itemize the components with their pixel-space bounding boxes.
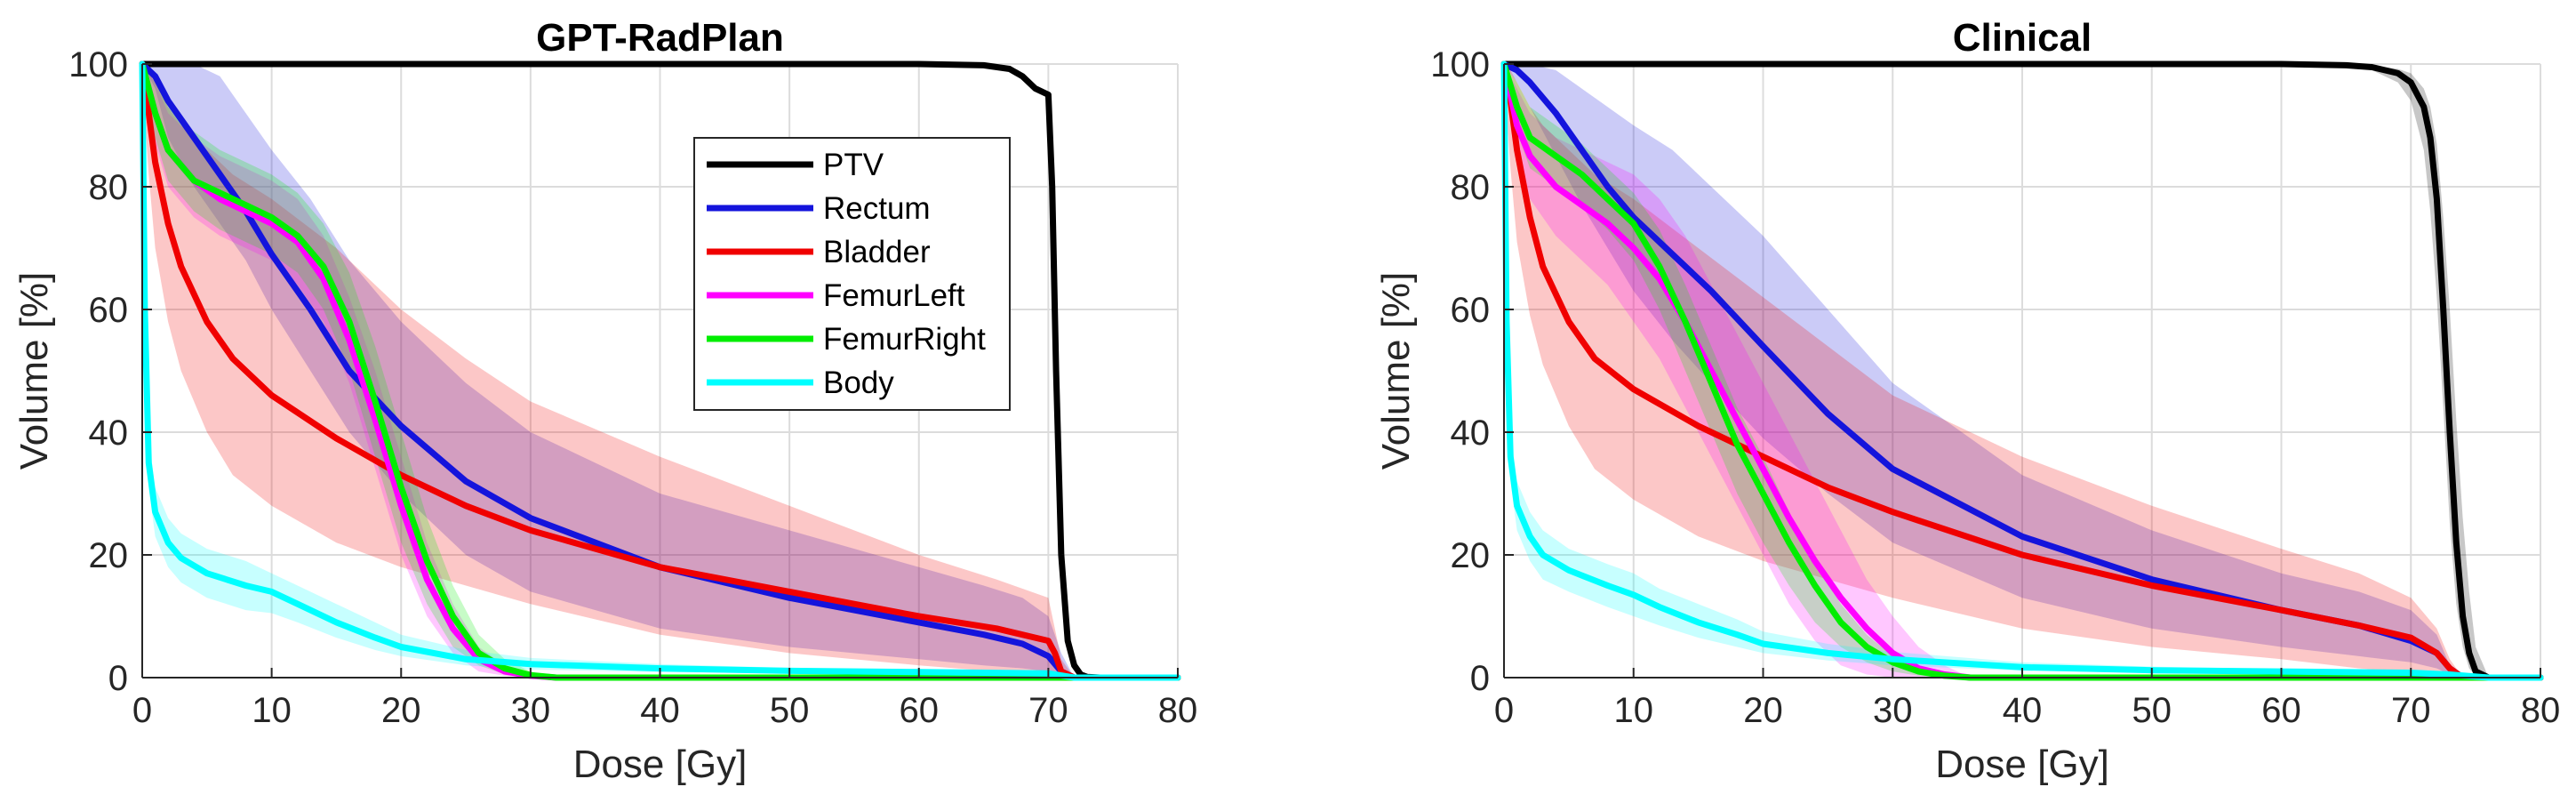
chart-gpt-radplan: 0 10 20 30 40 50 60 70 80 0 20 40 60 80 100 GPT-RadPlan… (12, 16, 1197, 786)
chart-2-xtick-label: 40 (2003, 691, 2043, 730)
chart-2-ytick-label: 40 (1451, 414, 1491, 453)
chart-1-xtick-label: 0 (132, 691, 152, 730)
chart-1-line-femurright (139, 60, 1181, 681)
chart-2-xtick-label: 70 (2391, 691, 2431, 730)
chart-1-legend: PTV Rectum Bladder FemurLeft FemurRight Body (693, 137, 1011, 411)
chart-1-line-rectum (139, 60, 1181, 681)
chart-2-line-femurright (1500, 60, 2544, 681)
chart-1-legend-label-rectum: Rectum (823, 191, 931, 226)
chart-2-band-femurright (1504, 64, 2540, 678)
chart-2-ytick-label: 0 (1470, 659, 1490, 698)
chart-1-xtick-label: 60 (900, 691, 940, 730)
chart-2-xtick-label: 50 (2132, 691, 2172, 730)
chart-2-line-bladder (1500, 60, 2544, 681)
chart-2-xtick-label: 80 (2521, 691, 2561, 730)
chart-1-ytick-label: 80 (89, 168, 129, 207)
chart-2-xtick-label: 30 (1873, 691, 1913, 730)
chart-1-legend-label-ptv: PTV (823, 148, 884, 182)
chart-1-legend-label-body: Body (823, 365, 894, 400)
chart-2-xlabel: Dose [Gy] (1935, 743, 2109, 786)
chart-2-title: Clinical (1953, 16, 2092, 60)
chart-1-xtick-label: 10 (252, 691, 292, 730)
chart-2-ytick-label: 60 (1451, 291, 1491, 330)
chart-1-band-femurleft (142, 64, 1178, 678)
chart-2-xtick-label: 0 (1494, 691, 1514, 730)
chart-1-xtick-label: 80 (1158, 691, 1198, 730)
chart-1-ylabel: Volume [%] (12, 272, 56, 470)
chart-1-xtick-label: 20 (381, 691, 421, 730)
chart-1-legend-box (693, 137, 1011, 411)
chart-1-xtick-label: 70 (1028, 691, 1068, 730)
chart-1-xtick-label: 40 (640, 691, 680, 730)
chart-1-xtick-label: 30 (511, 691, 551, 730)
chart-2-xtick-label: 20 (1743, 691, 1783, 730)
chart-1-ytick-label: 40 (89, 414, 129, 453)
chart-1-ytick-label: 100 (68, 45, 128, 84)
chart-1-line-body (139, 60, 1181, 681)
chart-1-legend-label-femurleft: FemurLeft (823, 278, 965, 313)
chart-2-line-body (1500, 60, 2544, 681)
chart-2-band-bladder (1504, 64, 2540, 678)
chart-1-title: GPT-RadPlan (536, 16, 784, 60)
chart-1-line-bladder (139, 60, 1181, 681)
chart-1-band-bladder (142, 64, 1178, 678)
chart-2-ytick-label: 20 (1451, 536, 1491, 575)
chart-2-band-femurleft (1504, 64, 2540, 678)
chart-1-ytick-label: 60 (89, 291, 129, 330)
chart-clinical: 0 10 20 30 40 50 60 70 80 0 20 40 60 80 100 Clinical Dos… (1374, 16, 2560, 786)
chart-1-ytick-label: 20 (89, 536, 129, 575)
chart-1-legend-label-femurright: FemurRight (823, 322, 986, 357)
chart-2-line-ptv (1500, 60, 2544, 681)
chart-2-xtick-label: 60 (2261, 691, 2301, 730)
chart-2-xtick-label: 10 (1614, 691, 1654, 730)
chart-1-ytick-label: 0 (108, 659, 128, 698)
chart-1-xtick-label: 50 (770, 691, 810, 730)
chart-1-xlabel: Dose [Gy] (573, 743, 748, 786)
chart-2-ytick-label: 80 (1451, 168, 1491, 207)
chart-2-ylabel: Volume [%] (1374, 272, 1418, 470)
chart-2-ytick-label: 100 (1430, 45, 1490, 84)
chart-1-band-femurright (142, 64, 1178, 678)
chart-1-legend-label-bladder: Bladder (823, 235, 931, 269)
